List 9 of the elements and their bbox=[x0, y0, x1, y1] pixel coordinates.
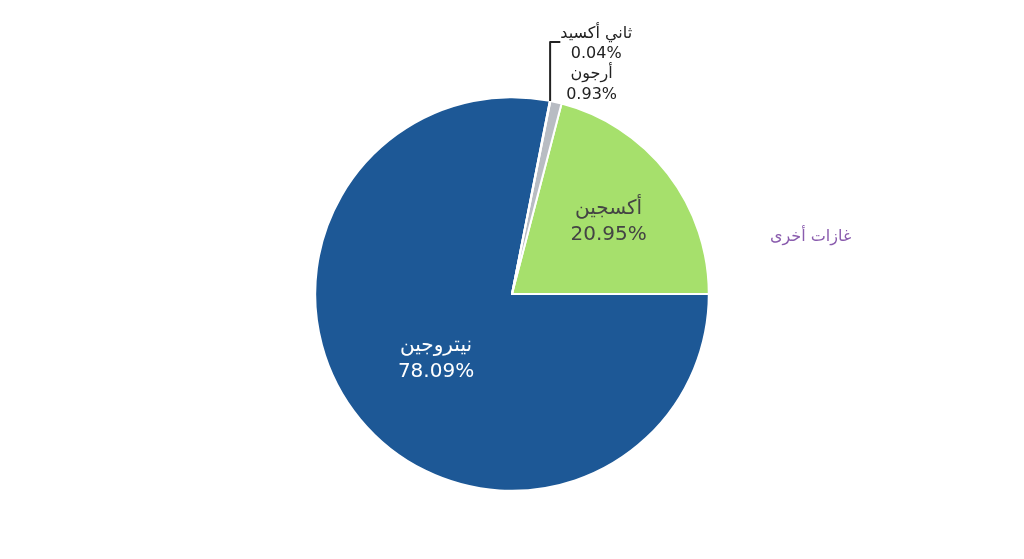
category-label: غازات أخرى bbox=[770, 226, 852, 245]
data-label: 0.04% bbox=[570, 43, 622, 63]
data-label: 78.09% bbox=[397, 357, 475, 382]
slice-label: نيتروجين bbox=[400, 331, 472, 356]
data-label: 20.95% bbox=[570, 220, 647, 245]
slice-label: أرجون bbox=[570, 62, 613, 84]
data-label: 0.93% bbox=[566, 84, 618, 104]
slice-label: أكسجين bbox=[575, 193, 643, 219]
slice-label: ثاني أكسيد bbox=[560, 21, 633, 43]
